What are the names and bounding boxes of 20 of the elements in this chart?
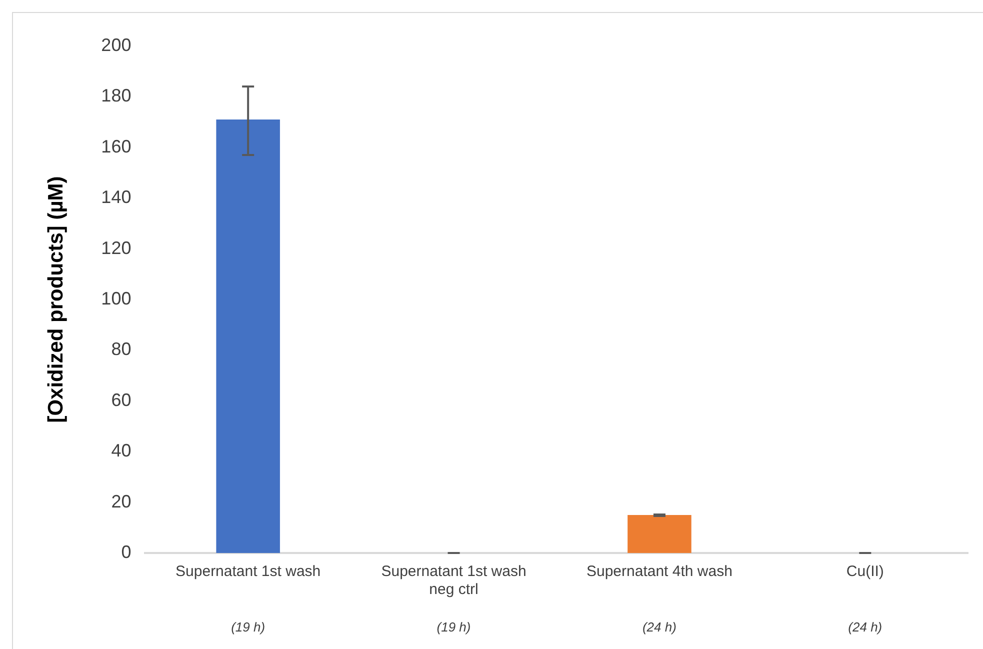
y-tick-label: 180: [101, 86, 132, 106]
x-tick-label: Supernatant 1st wash: [176, 563, 321, 580]
y-tick-label: 100: [101, 288, 132, 308]
x-tick-label: Supernatant 4th wash: [586, 563, 732, 580]
y-tick-label: 80: [111, 339, 132, 360]
text: (19 h): [436, 620, 471, 635]
y-tick-label: 120: [101, 238, 132, 258]
y-tick-label: 0: [121, 542, 132, 562]
x-tick-label: Cu(II): [846, 563, 884, 580]
text: (24 h): [642, 620, 676, 635]
y-tick-label: 160: [101, 136, 132, 156]
text: (19 h): [231, 620, 266, 635]
y-tick-label: 200: [101, 34, 132, 55]
y-axis-title: [Oxidized products] (µM): [44, 176, 68, 423]
y-tick-label: 40: [111, 440, 132, 461]
y-tick-label: 140: [101, 187, 132, 208]
text: (24 h): [848, 620, 882, 635]
x-tick-label: Supernatant 1st wash neg ctrl: [381, 563, 526, 598]
y-tick-label: 20: [111, 491, 132, 512]
y-tick-label: 60: [111, 390, 132, 410]
